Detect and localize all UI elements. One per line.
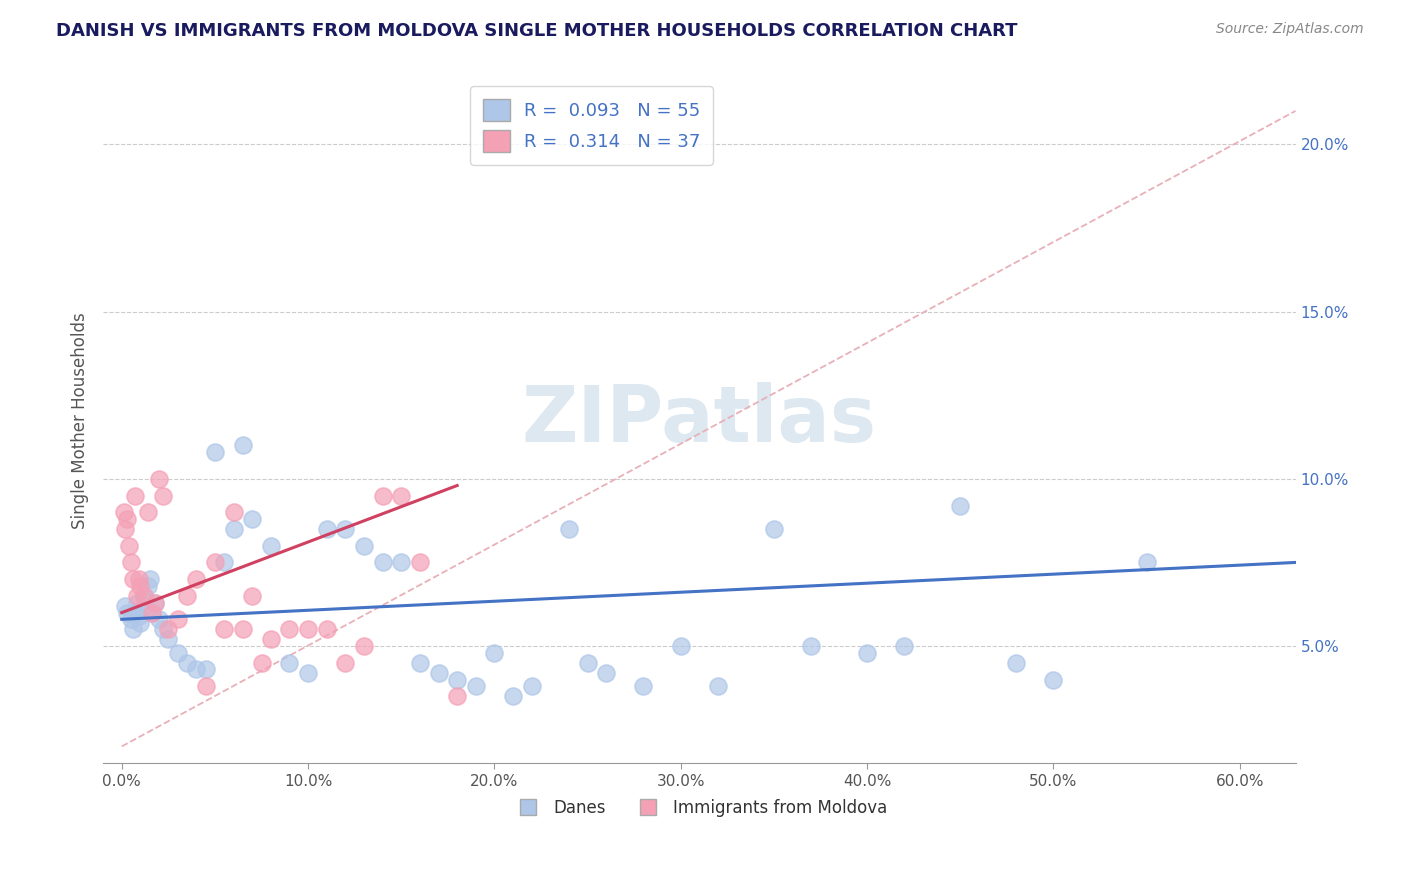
Point [389,556,412,570]
Point [278,656,301,670]
Point [212,556,235,570]
Point [120,612,142,626]
Point [502,690,524,704]
Point [157,623,180,637]
Point [949,499,972,513]
Point [186,663,208,677]
Point [136,505,159,519]
Point [148,612,170,626]
Point [222,505,245,519]
Text: ZIPatlas: ZIPatlas [522,383,877,458]
Point [353,539,375,553]
Point [136,579,159,593]
Point [122,572,145,586]
Point [186,572,208,586]
Point [128,609,150,624]
Point [240,512,263,526]
Point [157,632,180,647]
Point [194,663,217,677]
Point [134,589,156,603]
Point [141,606,163,620]
Point [1135,556,1157,570]
Point [118,539,141,553]
Point [558,522,581,536]
Point [125,596,148,610]
Point [124,489,146,503]
Point [176,656,198,670]
Y-axis label: Single Mother Households: Single Mother Households [72,312,89,529]
Point [446,690,468,704]
Point [250,656,273,670]
Point [141,606,163,620]
Point [117,606,139,620]
Text: Source: ZipAtlas.com: Source: ZipAtlas.com [1216,22,1364,37]
Point [131,602,153,616]
Point [297,623,319,637]
Point [297,665,319,680]
Point [176,589,198,603]
Point [427,665,450,680]
Point [315,623,337,637]
Point [152,623,174,637]
Legend: Danes, Immigrants from Moldova: Danes, Immigrants from Moldova [505,792,894,823]
Point [117,512,139,526]
Point [335,656,357,670]
Point [484,646,506,660]
Point [166,612,188,626]
Point [114,599,136,613]
Point [143,596,166,610]
Point [232,438,254,452]
Point [335,522,357,536]
Point [409,556,432,570]
Text: DANISH VS IMMIGRANTS FROM MOLDOVA SINGLE MOTHER HOUSEHOLDS CORRELATION CHART: DANISH VS IMMIGRANTS FROM MOLDOVA SINGLE… [56,22,1018,40]
Point [134,589,156,603]
Point [576,656,599,670]
Point [260,632,283,647]
Point [122,623,145,637]
Point [353,639,375,653]
Point [112,505,135,519]
Point [371,556,394,570]
Point [371,489,394,503]
Point [125,589,148,603]
Point [143,596,166,610]
Point [194,679,217,693]
Point [124,606,146,620]
Point [204,445,226,459]
Point [893,639,915,653]
Point [520,679,543,693]
Point [595,665,617,680]
Point [129,615,152,630]
Point [856,646,879,660]
Point [212,623,235,637]
Point [1042,673,1064,687]
Point [204,556,226,570]
Point [114,522,136,536]
Point [152,489,174,503]
Point [222,522,245,536]
Point [315,522,337,536]
Point [138,572,160,586]
Point [707,679,730,693]
Point [762,522,785,536]
Point [120,556,142,570]
Point [129,579,152,593]
Point [260,539,283,553]
Point [409,656,432,670]
Point [232,623,254,637]
Point [800,639,823,653]
Point [148,472,170,486]
Point [278,623,301,637]
Point [633,679,655,693]
Point [166,646,188,660]
Point [240,589,263,603]
Point [1005,656,1028,670]
Point [128,572,150,586]
Point [464,679,486,693]
Point [389,489,412,503]
Point [669,639,692,653]
Point [446,673,468,687]
